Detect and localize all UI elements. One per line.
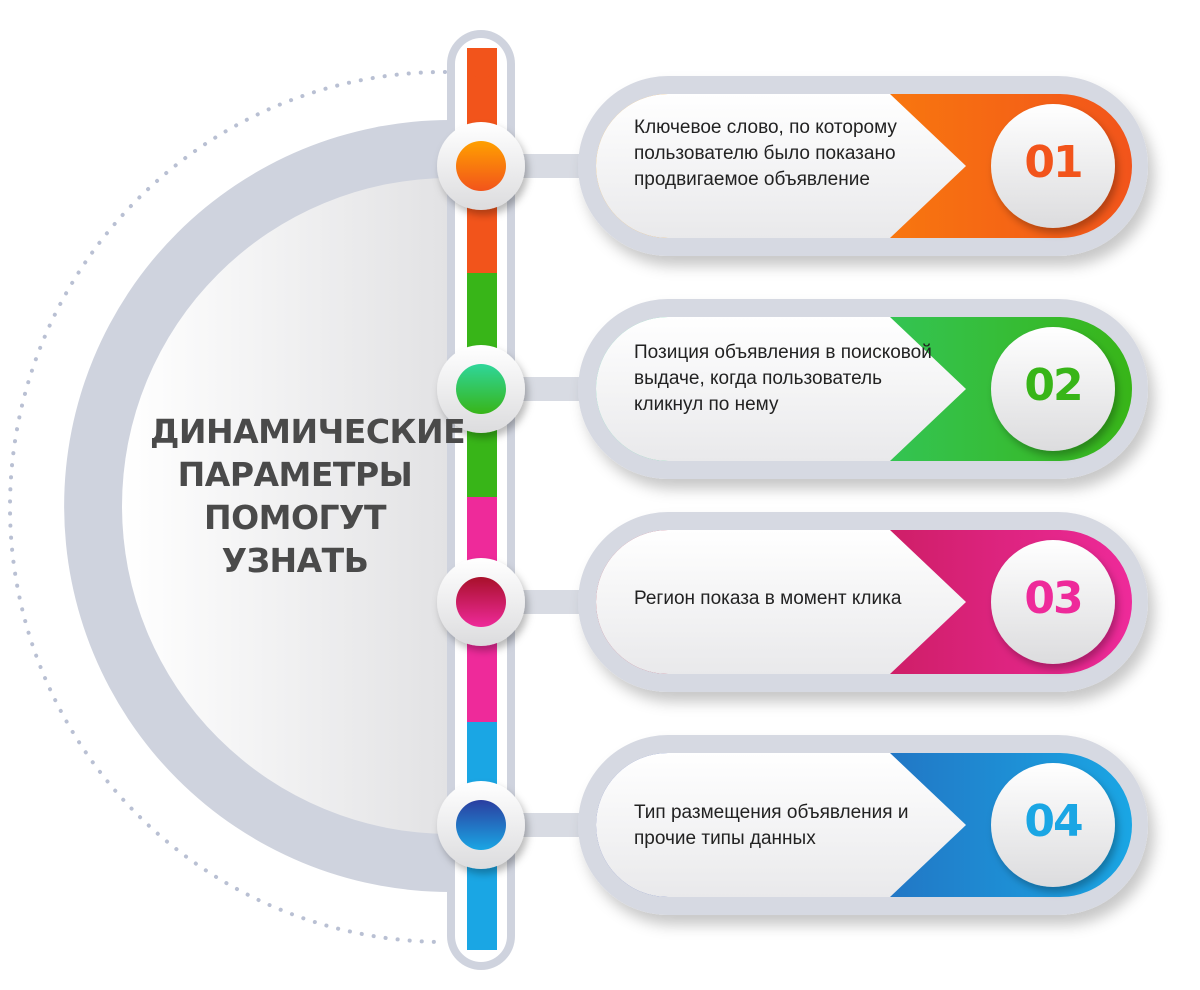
item-4-number: 04 [1024, 796, 1083, 847]
number-circle-3 [991, 540, 1115, 664]
item-3-text: Регион показа в момент клика [634, 588, 902, 609]
item-1-text: Ключевое слово, по которому пользователю… [634, 117, 897, 190]
timeline-dot-1 [456, 141, 506, 191]
title-line-1: ДИНАМИЧЕСКИЕ [150, 412, 466, 451]
card-3 [437, 512, 1148, 692]
timeline-dot-3 [456, 577, 506, 627]
item-4-text: Тип размещения объявления и прочие типы … [634, 802, 909, 849]
timeline-cap-bottom [467, 920, 497, 950]
card-white-4 [596, 753, 966, 897]
timeline-dot-4 [456, 800, 506, 850]
number-circle-1 [991, 104, 1115, 228]
card-2 [437, 299, 1148, 479]
card-white-2 [596, 317, 966, 461]
item-2-text: Позиция объявления в поисковой выдаче, к… [634, 342, 932, 415]
title-line-3: ПОМОГУТ [203, 498, 387, 537]
card-white-1 [596, 94, 966, 238]
central-title: ДИНАМИЧЕСКИЕ ПАРАМЕТРЫ ПОМОГУТ УЗНАТЬ [150, 410, 466, 582]
card-white-3 [596, 530, 966, 674]
item-1-number: 01 [1024, 137, 1083, 188]
card-1 [437, 76, 1148, 256]
timeline-dot-2 [456, 364, 506, 414]
item-3-number: 03 [1024, 573, 1083, 624]
title-line-4: УЗНАТЬ [221, 541, 369, 580]
cards-group [437, 76, 1148, 915]
timeline-cap-top [467, 48, 497, 78]
title-line-2: ПАРАМЕТРЫ [177, 455, 413, 494]
number-circle-2 [991, 327, 1115, 451]
half-circle-inner [122, 178, 450, 834]
card-4 [437, 735, 1148, 915]
dotted-arc [8, 70, 447, 944]
item-2-number: 02 [1024, 360, 1083, 411]
number-circle-4 [991, 763, 1115, 887]
